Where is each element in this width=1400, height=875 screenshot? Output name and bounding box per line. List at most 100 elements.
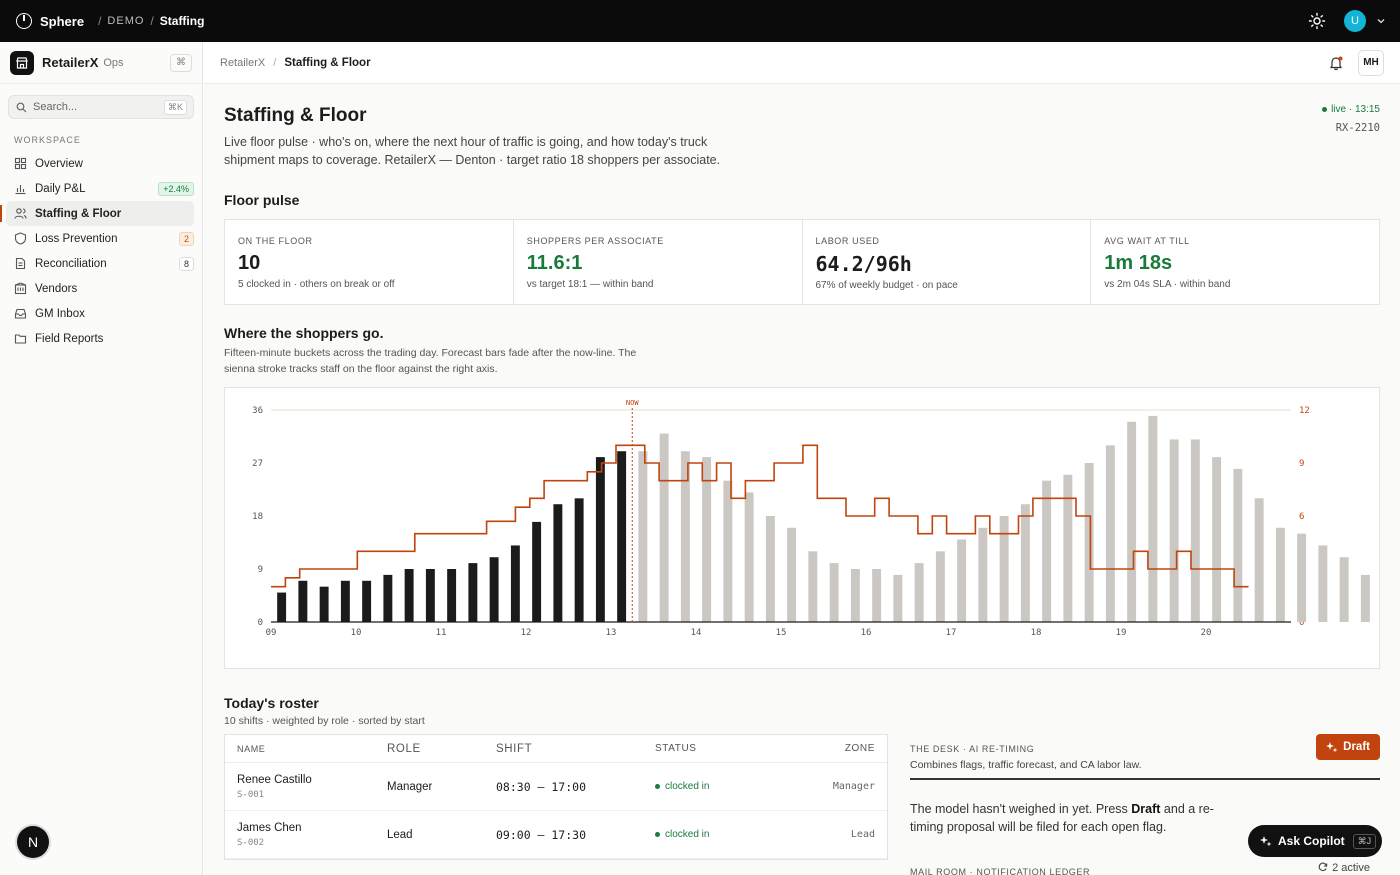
staff-name: Renee Castillo	[237, 773, 312, 786]
floor-pulse-title: Floor pulse	[224, 192, 300, 208]
table-row[interactable]: Renee Castillo S-001 Manager 08:30 – 17:0…	[225, 763, 887, 811]
y-tick-label-right: 6	[1299, 512, 1304, 522]
shopper-bar	[1275, 527, 1285, 622]
sidebar-item-field-reports[interactable]: Field Reports	[6, 326, 194, 351]
shopper-bar	[850, 569, 860, 622]
shopper-bar	[1212, 457, 1222, 622]
x-tick-label: 13	[606, 628, 617, 638]
col-zone-header[interactable]: ZONE	[844, 743, 875, 754]
breadcrumb-current: Staffing & Floor	[284, 56, 371, 69]
x-tick-label: 09	[266, 628, 277, 638]
search-placeholder: Search...	[33, 101, 78, 113]
page-content: Staffing & Floor Live floor pulse · who'…	[224, 84, 1380, 727]
sidebar-item-label: GM Inbox	[35, 307, 85, 320]
shopper-bar	[978, 527, 988, 622]
command-shortcut[interactable]: ⌘	[170, 53, 192, 72]
status-text: clocked in	[665, 829, 710, 840]
x-tick-label: 10	[351, 628, 362, 638]
store-id: RX-2210	[1335, 122, 1380, 134]
breadcrumb: RetailerX / Staffing & Floor MH	[204, 42, 1400, 84]
now-label: NOW	[626, 399, 639, 407]
shopper-bar	[1084, 463, 1094, 622]
shopper-bar	[1360, 574, 1370, 622]
n-button[interactable]: N	[17, 826, 49, 858]
user-avatar-mh[interactable]: MH	[1358, 49, 1384, 76]
shopper-bar	[468, 563, 478, 622]
x-tick-label: 12	[521, 628, 532, 638]
sidebar-item-vendors[interactable]: Vendors	[6, 276, 194, 301]
shopper-bar	[680, 451, 690, 622]
folder-icon	[14, 334, 27, 344]
sidebar-item-staffing-floor[interactable]: Staffing & Floor	[0, 201, 194, 226]
sidebar-item-overview[interactable]: Overview	[6, 151, 194, 176]
ask-copilot-button[interactable]: Ask Copilot ⌘J	[1248, 825, 1382, 857]
copilot-label: Ask Copilot	[1278, 834, 1345, 848]
shopper-bar	[1190, 439, 1200, 622]
sidebar-item-gm-inbox[interactable]: GM Inbox	[6, 301, 194, 326]
top-bar: Sphere / DEMO / Staffing U	[0, 0, 1400, 42]
desk-label: THE DESK · AI RE-TIMING	[910, 744, 1035, 754]
chevron-down-icon[interactable]	[1376, 16, 1386, 26]
brand[interactable]: Sphere	[16, 13, 84, 29]
staff-status: clocked in	[655, 829, 775, 840]
shopper-bar	[935, 551, 945, 622]
metric-value: 1m 18s	[1104, 252, 1173, 274]
x-tick-label: 14	[691, 628, 702, 638]
metric-label: AVG WAIT AT TILL	[1104, 236, 1190, 246]
roster-subtitle: 10 shifts · weighted by role · sorted by…	[224, 715, 425, 727]
staff-shift: 08:30 – 17:00	[496, 779, 587, 794]
bell-icon[interactable]	[1328, 55, 1344, 71]
search-shortcut: ⌘K	[163, 99, 187, 115]
roster-rows: Renee Castillo S-001 Manager 08:30 – 17:0…	[225, 763, 887, 859]
breadcrumb-parent[interactable]: RetailerX	[220, 56, 266, 69]
col-role-header[interactable]: ROLE	[387, 742, 421, 755]
shopper-bar	[319, 586, 329, 622]
users-icon	[14, 208, 27, 219]
sidebar-item-loss-prevention[interactable]: Loss Prevention 2	[6, 226, 194, 251]
sidebar-item-reconciliation[interactable]: Reconciliation 8	[6, 251, 194, 276]
theme-toggle-icon[interactable]	[1308, 12, 1326, 30]
staff-zone: Manager	[832, 781, 875, 792]
shopper-bar	[1105, 445, 1115, 622]
sidebar-item-label: Vendors	[35, 282, 78, 295]
shopper-bar	[1148, 415, 1158, 622]
sidebar-item-daily-p-l[interactable]: Daily P&L +2.4%	[6, 176, 194, 201]
crumb-staffing[interactable]: Staffing	[159, 14, 205, 28]
staff-name: James Chen	[237, 821, 302, 834]
roster-header: NAME ROLE SHIFT STATUS ZONE	[225, 735, 887, 763]
metric-value: 11.6:1	[526, 252, 583, 274]
search-input[interactable]: Search... ⌘K	[8, 95, 194, 119]
table-row[interactable]: James Chen S-002 Lead 09:00 – 17:30 clock…	[225, 811, 887, 859]
col-name-header[interactable]: NAME	[237, 743, 266, 754]
staff-id: S-002	[237, 837, 265, 848]
shopper-bar	[872, 569, 882, 622]
sidebar-item-label: Reconciliation	[35, 257, 107, 270]
sidebar-item-label: Loss Prevention	[35, 232, 118, 245]
crumb-demo[interactable]: DEMO	[107, 15, 145, 27]
shopper-bar	[1254, 498, 1264, 622]
building-icon	[14, 282, 27, 295]
page-description: Live floor pulse · who's on, where the n…	[224, 135, 721, 167]
grid-icon	[14, 157, 27, 170]
shopper-bar	[1233, 468, 1243, 622]
col-status-header[interactable]: STATUS	[655, 743, 697, 754]
status-dot-icon	[655, 831, 660, 837]
staff-role: Manager	[387, 780, 433, 793]
y-tick-label-right: 12	[1299, 406, 1310, 416]
workspace-name: RetailerX	[42, 55, 99, 70]
shopper-bar	[914, 563, 924, 622]
user-avatar[interactable]: U	[1344, 10, 1366, 32]
crumb-separator: /	[150, 14, 154, 28]
draft-button[interactable]: Draft	[1316, 734, 1380, 760]
copilot-shortcut: ⌘J	[1352, 833, 1377, 849]
y-tick-label-left: 9	[258, 565, 263, 575]
desk-body-pre: The model hasn't weighed in yet. Press	[910, 802, 1132, 816]
workspace-switcher[interactable]: RetailerX Ops ⌘	[0, 42, 202, 84]
sidebar: RetailerX Ops ⌘ Search... ⌘K WORKSPACE O…	[0, 42, 203, 875]
shopper-bar	[553, 504, 563, 622]
shopper-bar	[362, 580, 372, 622]
shopper-bar	[957, 539, 967, 622]
col-shift-header[interactable]: SHIFT	[496, 742, 533, 755]
sidebar-item-label: Field Reports	[35, 332, 104, 345]
shopper-bar	[1042, 480, 1052, 622]
